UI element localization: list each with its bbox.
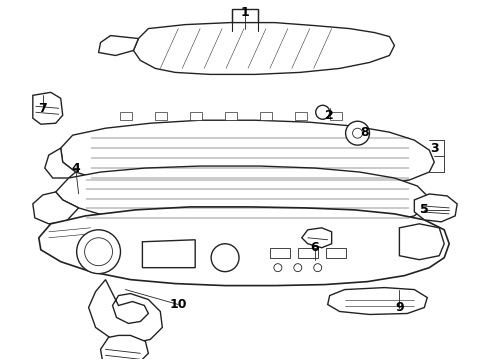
Polygon shape: [61, 120, 434, 192]
Polygon shape: [260, 112, 272, 120]
Circle shape: [274, 264, 282, 272]
Polygon shape: [270, 248, 290, 258]
Polygon shape: [298, 248, 318, 258]
Polygon shape: [33, 192, 78, 224]
Text: 10: 10: [170, 298, 187, 311]
Polygon shape: [155, 112, 167, 120]
Polygon shape: [56, 166, 427, 228]
Polygon shape: [328, 288, 427, 315]
Circle shape: [76, 230, 121, 274]
Circle shape: [345, 121, 369, 145]
Polygon shape: [326, 248, 345, 258]
Circle shape: [316, 105, 330, 119]
Polygon shape: [190, 112, 202, 120]
Polygon shape: [225, 112, 237, 120]
Polygon shape: [232, 9, 258, 31]
Text: 7: 7: [38, 102, 47, 115]
Polygon shape: [330, 112, 342, 120]
Polygon shape: [45, 148, 75, 178]
Polygon shape: [295, 112, 307, 120]
Polygon shape: [33, 92, 63, 124]
Polygon shape: [39, 207, 449, 285]
Polygon shape: [89, 280, 162, 343]
Polygon shape: [302, 228, 332, 248]
Polygon shape: [133, 23, 394, 75]
Circle shape: [85, 238, 113, 266]
Text: 3: 3: [430, 141, 439, 155]
Text: 5: 5: [420, 203, 429, 216]
Text: 2: 2: [325, 109, 334, 122]
Text: 9: 9: [395, 301, 404, 314]
Circle shape: [294, 264, 302, 272]
Polygon shape: [399, 224, 444, 260]
Circle shape: [211, 244, 239, 272]
Polygon shape: [121, 112, 132, 120]
Polygon shape: [98, 36, 138, 55]
Circle shape: [314, 264, 322, 272]
Circle shape: [353, 128, 363, 138]
Polygon shape: [415, 194, 457, 222]
Text: 8: 8: [360, 126, 369, 139]
Text: 6: 6: [311, 241, 319, 254]
Text: 4: 4: [71, 162, 80, 175]
Polygon shape: [143, 240, 195, 268]
Text: 1: 1: [241, 6, 249, 19]
Polygon shape: [100, 336, 148, 360]
